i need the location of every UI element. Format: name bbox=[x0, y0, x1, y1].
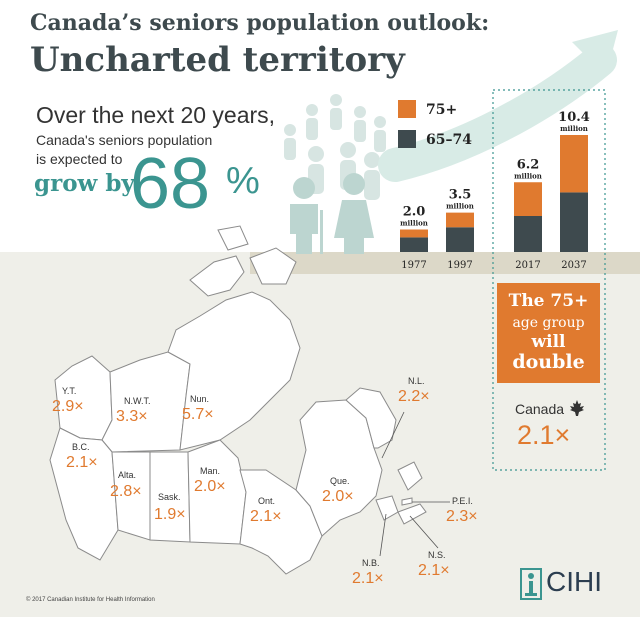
bar-65-74-2037 bbox=[560, 192, 588, 252]
province-value-yt: 2.9× bbox=[52, 398, 84, 415]
province-name-sask: Sask. bbox=[158, 492, 181, 502]
province-value-que: 2.0× bbox=[322, 488, 354, 505]
callout-75plus-double: The 75+ age group will double bbox=[497, 283, 600, 383]
bar-total-labels: 2.0million3.5million6.2million10.4millio… bbox=[400, 110, 590, 228]
map-region-quebec bbox=[295, 399, 383, 537]
province-value-ont: 2.1× bbox=[250, 508, 282, 525]
province-name-nwt: N.W.T. bbox=[124, 396, 151, 406]
bar-unit-label-2017: million bbox=[514, 171, 542, 180]
bar-75plus-2037 bbox=[560, 135, 588, 193]
bar-75plus-1997 bbox=[446, 212, 474, 228]
intro-line-2: Canada's seniors population bbox=[36, 132, 213, 148]
province-name-nl: N.L. bbox=[408, 376, 425, 386]
cihi-brand-text: CIHI bbox=[546, 566, 602, 597]
growth-percent-number: 68 bbox=[130, 144, 211, 224]
province-value-man: 2.0× bbox=[194, 478, 226, 495]
map-region-new-brunswick bbox=[375, 495, 399, 521]
bar-75plus-1977 bbox=[400, 229, 428, 238]
legend-75plus-label: 75+ bbox=[426, 102, 457, 118]
highlight-dotted-box bbox=[492, 89, 606, 471]
bar-total-label-2017: 6.2 bbox=[517, 157, 540, 172]
province-value-ns: 2.1× bbox=[418, 562, 450, 579]
callout-line-1: The 75+ bbox=[508, 291, 589, 311]
province-value-bc: 2.1× bbox=[66, 454, 98, 471]
province-value-nun: 5.7× bbox=[182, 406, 214, 423]
canada-map bbox=[49, 225, 427, 575]
chart-legend: 75+ 65–74 bbox=[398, 100, 472, 148]
map-region-ontario bbox=[239, 469, 323, 575]
map-leader-lines bbox=[379, 411, 450, 557]
map-region-nova-scotia bbox=[397, 503, 427, 525]
growth-arrow-head-icon bbox=[572, 30, 618, 76]
growth-percent-sign: % bbox=[226, 160, 260, 202]
province-name-ont: Ont. bbox=[258, 496, 276, 506]
bar-65-74-1997 bbox=[446, 227, 474, 252]
callout-line-4: double bbox=[512, 351, 585, 373]
cihi-logo-icon bbox=[520, 568, 542, 600]
province-name-alta: Alta. bbox=[118, 470, 137, 480]
bar-unit-label-2037: million bbox=[560, 124, 588, 133]
province-name-nun: Nun. bbox=[190, 394, 210, 404]
intro-line-1: Over the next 20 years, bbox=[36, 102, 276, 128]
x-label-1977: 1977 bbox=[401, 260, 426, 271]
seniors-people-icon bbox=[284, 94, 386, 254]
copyright-text: © 2017 Canadian Institute for Health Inf… bbox=[26, 597, 155, 603]
province-name-pei: P.E.I. bbox=[452, 496, 473, 506]
province-value-alta: 2.8× bbox=[110, 483, 142, 500]
province-value-pei: 2.3× bbox=[446, 508, 478, 525]
bar-unit-label-1997: million bbox=[446, 202, 474, 211]
bar-total-label-1977: 2.0 bbox=[403, 205, 426, 220]
province-name-que: Que. bbox=[330, 476, 350, 486]
callout-line-3: will bbox=[531, 332, 566, 352]
bar-65-74-1977 bbox=[400, 237, 428, 252]
canada-label: Canada bbox=[515, 401, 565, 417]
chart-baseline-band bbox=[250, 252, 640, 274]
bar-total-label-1997: 3.5 bbox=[449, 188, 472, 203]
province-value-nwt: 3.3× bbox=[116, 408, 148, 425]
title-line-2: Uncharted territory bbox=[30, 40, 405, 80]
province-name-nb: N.B. bbox=[362, 558, 380, 568]
legend-65-74-label: 65–74 bbox=[426, 132, 472, 148]
legend-65-74-swatch bbox=[398, 130, 416, 148]
legend-75plus-swatch bbox=[398, 100, 416, 118]
x-axis-labels: 1977 1997 2017 2037 bbox=[401, 260, 586, 271]
map-region-pei bbox=[401, 497, 413, 506]
province-name-bc: B.C. bbox=[72, 442, 90, 452]
x-label-1997: 1997 bbox=[447, 260, 472, 271]
province-name-yt: Y.T. bbox=[62, 386, 77, 396]
grow-by-text: grow by bbox=[34, 170, 135, 197]
x-label-2017: 2017 bbox=[515, 260, 540, 271]
callout-line-2: age group bbox=[512, 315, 585, 331]
bar-total-label-2037: 10.4 bbox=[558, 110, 590, 125]
province-name-ns: N.S. bbox=[428, 550, 446, 560]
growth-arrow-icon bbox=[378, 43, 617, 182]
province-value-nb: 2.1× bbox=[352, 570, 384, 587]
map-region-bc bbox=[49, 427, 119, 561]
canada-multiplier: 2.1× bbox=[517, 420, 571, 450]
bar-75plus-2017 bbox=[514, 182, 542, 216]
province-name-man: Man. bbox=[200, 466, 221, 476]
province-value-sask: 1.9× bbox=[154, 506, 186, 523]
bar-65-74-2017 bbox=[514, 216, 542, 252]
map-region-arctic-islands bbox=[189, 225, 297, 297]
x-label-2037: 2037 bbox=[561, 260, 586, 271]
province-value-nl: 2.2× bbox=[398, 388, 430, 405]
map-region-newfoundland-labrador bbox=[345, 387, 423, 491]
map-region-nunavut bbox=[167, 291, 301, 451]
bar-unit-label-1977: million bbox=[400, 219, 428, 228]
title-line-1: Canada’s seniors population outlook: bbox=[30, 10, 490, 36]
maple-leaf-icon bbox=[570, 400, 584, 416]
intro-line-3: is expected to bbox=[36, 151, 123, 167]
stacked-bars bbox=[400, 135, 588, 252]
